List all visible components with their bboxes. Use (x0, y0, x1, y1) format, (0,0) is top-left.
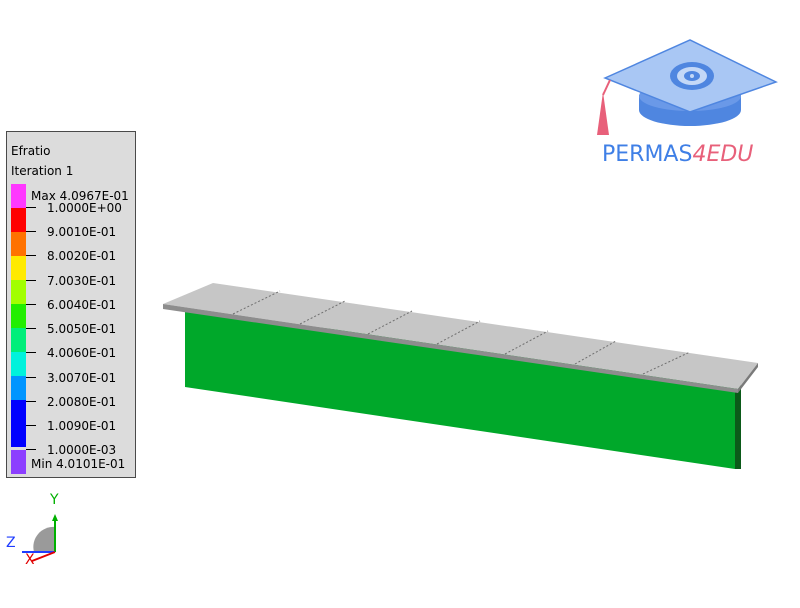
legend-level: 6.0040E-01 (47, 298, 117, 312)
beam-web (185, 312, 735, 469)
legend-max-label: Max 4.0967E-01 (31, 189, 129, 203)
legend-min-label: Min 4.0101E-01 (31, 457, 126, 471)
legend-level: 4.0060E-01 (47, 346, 117, 360)
beam-flange-end (738, 363, 758, 393)
permas4edu-logo (597, 39, 778, 135)
legend-tick (26, 304, 36, 305)
legend-swatch (11, 280, 26, 304)
legend-level: 8.0020E-01 (47, 249, 117, 263)
legend-subtitle: Iteration 1 (11, 164, 74, 178)
legend-tick (26, 401, 36, 402)
legend-swatch (11, 232, 26, 256)
legend-level: 1.0000E-03 (47, 443, 117, 457)
legend-tick (26, 328, 36, 329)
legend-swatch-min (11, 450, 26, 474)
legend-swatch-max (11, 184, 26, 208)
logo-wordmark: PERMAS4EDU (602, 141, 753, 169)
legend-swatch (11, 400, 26, 424)
legend-tick (26, 352, 36, 353)
logo-text-permas: PERMAS (602, 142, 693, 167)
flange-mesh-lines (232, 290, 691, 375)
legend-swatch (11, 208, 26, 232)
beam-model (163, 283, 758, 469)
legend-tick (26, 207, 36, 208)
legend-level: 7.0030E-01 (47, 274, 117, 288)
legend-tick (26, 280, 36, 281)
triad-y-label: Y (50, 492, 59, 508)
legend-swatch (11, 328, 26, 352)
beam-flange-edge (163, 304, 738, 393)
legend-tick (26, 377, 36, 378)
coordinate-triad (22, 514, 58, 562)
triad-x-label: X (25, 552, 35, 568)
legend-swatch (11, 304, 26, 328)
legend-swatch (11, 424, 26, 447)
legend-tick (26, 231, 36, 232)
legend-swatch (11, 256, 26, 280)
legend-swatch (11, 352, 26, 376)
beam-web-end-face (735, 375, 741, 469)
legend-tick (26, 425, 36, 426)
legend-level: 5.0050E-01 (47, 322, 117, 336)
result-legend: Efratio Iteration 1 Max 4.0967E-01 1.000… (6, 131, 136, 478)
legend-level: 1.0090E-01 (47, 419, 117, 433)
legend-level: 9.0010E-01 (47, 225, 117, 239)
beam-flange-top (163, 283, 758, 389)
legend-tick (26, 449, 36, 450)
triad-z-label: Z (6, 535, 16, 551)
legend-level: 2.0080E-01 (47, 395, 117, 409)
logo-text-4edu: 4EDU (692, 142, 754, 167)
legend-title: Efratio (11, 144, 51, 158)
legend-tick (26, 255, 36, 256)
legend-level: 1.0000E+00 (47, 201, 122, 215)
legend-level: 3.0070E-01 (47, 371, 117, 385)
legend-swatch (11, 376, 26, 400)
